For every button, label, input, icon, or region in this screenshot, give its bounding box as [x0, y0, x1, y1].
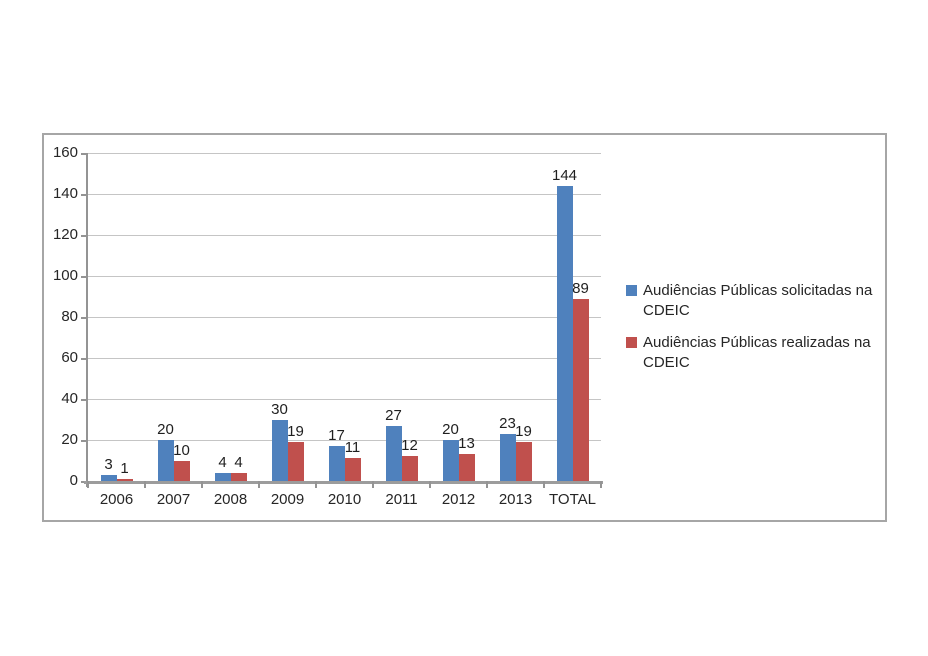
legend-swatch-series1 [626, 285, 637, 296]
bar-series1-2009 [271, 419, 288, 481]
y-axis-label-140: 140 [52, 185, 78, 202]
legend-label-series2: Audiências Públicas realizadas na CDEIC [643, 334, 871, 371]
x-axis-tick [258, 481, 260, 488]
data-label-series2-2006: 1 [120, 459, 129, 477]
y-axis-label-60: 60 [61, 349, 78, 366]
x-axis-tick [543, 481, 545, 488]
y-axis-tick-60 [81, 358, 86, 360]
bar-series1-2008 [214, 472, 231, 481]
x-axis-label-total: TOTAL [549, 491, 596, 508]
gridline-120 [88, 235, 601, 236]
x-axis-tick [429, 481, 431, 488]
legend: Audiências Públicas solicitadas na CDEIC… [626, 281, 885, 385]
x-axis-tick [315, 481, 317, 488]
x-axis-label-2011: 2011 [385, 491, 418, 508]
bar-series1-total [556, 185, 573, 481]
chart-frame: 0 20 40 60 80 100 120 140 160 3 1 20 10 4 4 30 19 17 11 27… [42, 133, 887, 522]
data-label-series1-2013: 23 [499, 414, 516, 432]
data-label-series1-2006: 3 [104, 455, 113, 473]
data-label-series2-2013: 19 [515, 423, 532, 441]
y-axis-label-20: 20 [61, 431, 78, 448]
x-axis-label-2013: 2013 [498, 491, 533, 508]
x-axis-label-2006: 2006 [99, 491, 134, 508]
x-axis-tick [201, 481, 203, 488]
gridline-60 [88, 358, 601, 359]
bar-series1-2010 [328, 446, 345, 481]
gridline-140 [88, 194, 601, 195]
x-axis-tick [144, 481, 146, 488]
data-label-series1-2010: 17 [328, 427, 345, 445]
data-label-series1-2007: 20 [157, 421, 174, 438]
bar-series2-2011 [401, 456, 418, 481]
bar-series2-2013 [515, 442, 532, 481]
data-label-series2-total: 89 [572, 279, 589, 297]
x-axis-label-2009: 2009 [270, 491, 305, 508]
data-label-series1-2011: 27 [385, 406, 402, 424]
data-label-series1-2012: 20 [442, 421, 459, 438]
y-axis-line [86, 153, 88, 487]
bar-series2-2009 [287, 442, 304, 481]
legend-item-2: Audiências Públicas realizadas na CDEIC [626, 333, 885, 373]
bar-series1-2013 [499, 433, 516, 481]
y-axis-tick-20 [81, 440, 86, 442]
bar-series1-2012 [442, 440, 459, 481]
x-axis-tick [486, 481, 488, 488]
y-axis-tick-160 [81, 153, 86, 155]
x-axis-tick [87, 481, 89, 488]
data-label-series2-2012: 13 [458, 435, 475, 453]
data-label-series2-2010: 11 [344, 439, 361, 457]
plot-area: 3 1 20 10 4 4 30 19 17 11 27 12 20 13 23 19 144 89 [88, 153, 601, 481]
bar-series2-2012 [458, 454, 475, 481]
y-axis-tick-40 [81, 399, 86, 401]
y-axis-label-120: 120 [52, 226, 78, 243]
gridline-80 [88, 317, 601, 318]
legend-swatch-series2 [626, 337, 637, 348]
bar-series2-2006 [116, 478, 133, 481]
y-axis-tick-80 [81, 317, 86, 319]
x-axis-label-2007: 2007 [156, 491, 191, 508]
gridline-20 [88, 440, 601, 441]
data-label-series2-2008: 4 [234, 453, 243, 471]
data-label-series1-2009: 30 [271, 400, 288, 418]
y-axis-label-80: 80 [61, 308, 78, 325]
y-axis-label-40: 40 [61, 390, 78, 407]
gridline-100 [88, 276, 601, 277]
data-label-series2-2011: 12 [401, 437, 418, 455]
x-axis-label-2010: 2010 [327, 491, 362, 508]
gridline-40 [88, 399, 601, 400]
x-axis-tick [372, 481, 374, 488]
bar-series2-2008 [230, 472, 247, 481]
bar-series1-2006 [100, 474, 117, 481]
x-axis-line [84, 481, 603, 484]
bar-series2-2010 [344, 458, 361, 481]
data-label-series1-total: 144 [551, 166, 578, 184]
data-label-series1-2008: 4 [218, 453, 227, 471]
y-axis-label-100: 100 [52, 267, 78, 284]
y-axis-tick-100 [81, 276, 86, 278]
y-axis-tick-0 [81, 481, 86, 483]
data-label-series2-2009: 19 [287, 423, 304, 441]
gridline-160 [88, 153, 601, 154]
y-axis-label-160: 160 [52, 144, 78, 161]
legend-item-1: Audiências Públicas solicitadas na CDEIC [626, 281, 885, 321]
bar-series1-2011 [385, 425, 402, 481]
bar-series1-2007 [157, 440, 174, 481]
x-axis-label-2012: 2012 [441, 491, 476, 508]
y-axis-tick-120 [81, 235, 86, 237]
x-axis-label-2008: 2008 [213, 491, 248, 508]
data-label-series2-2007: 10 [173, 441, 190, 459]
x-axis-tick [600, 481, 602, 488]
y-axis-tick-140 [81, 194, 86, 196]
bar-series2-2007 [173, 460, 190, 481]
legend-label-series1: Audiências Públicas solicitadas na CDEIC [643, 282, 873, 319]
y-axis-label-0: 0 [69, 472, 78, 489]
bar-series2-total [572, 298, 589, 481]
